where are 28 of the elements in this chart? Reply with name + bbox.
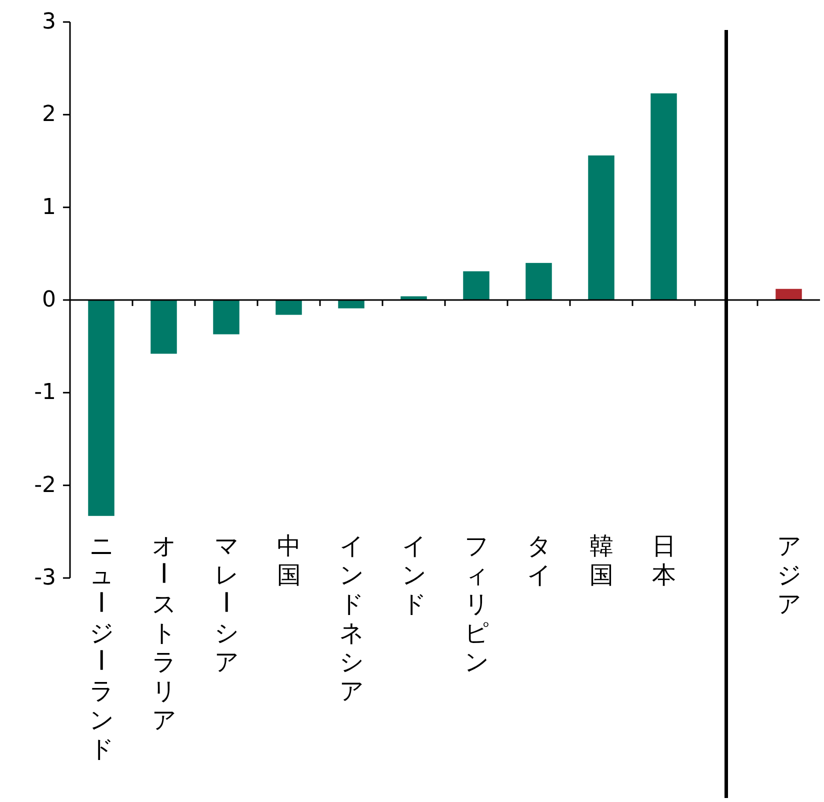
x-tick-label: オーストラリア: [148, 532, 177, 734]
x-tick-label: 韓国: [589, 532, 614, 589]
bar: [463, 271, 490, 300]
x-tick-label: 日本: [652, 532, 676, 589]
y-tick-label: -2: [34, 472, 56, 498]
x-tick-label: タイ: [526, 532, 552, 589]
x-tick-label: ニュージーランド: [86, 532, 114, 763]
bar: [588, 155, 614, 300]
y-tick-label: 1: [42, 194, 56, 220]
bar: [88, 300, 114, 516]
y-tick-label: -3: [34, 566, 56, 590]
bar: [150, 300, 177, 354]
y-tick-label: -1: [34, 380, 56, 406]
y-tick-label: 0: [42, 288, 56, 312]
y-tick-label: 3: [42, 10, 56, 34]
bar: [213, 300, 240, 334]
x-tick-label: フィリピン: [464, 532, 490, 676]
bar: [650, 93, 677, 300]
x-tick-label: アジア: [776, 532, 802, 618]
bar: [338, 300, 364, 308]
bar: [276, 300, 302, 315]
bar: [526, 262, 552, 300]
x-tick-label: マレーシア: [211, 532, 240, 676]
x-tick-label: インドネシア: [339, 532, 364, 705]
x-tick-label: インド: [402, 532, 427, 618]
y-tick-label: 2: [42, 102, 56, 128]
x-tick-label: 中国: [276, 532, 301, 589]
bar: [776, 288, 802, 300]
